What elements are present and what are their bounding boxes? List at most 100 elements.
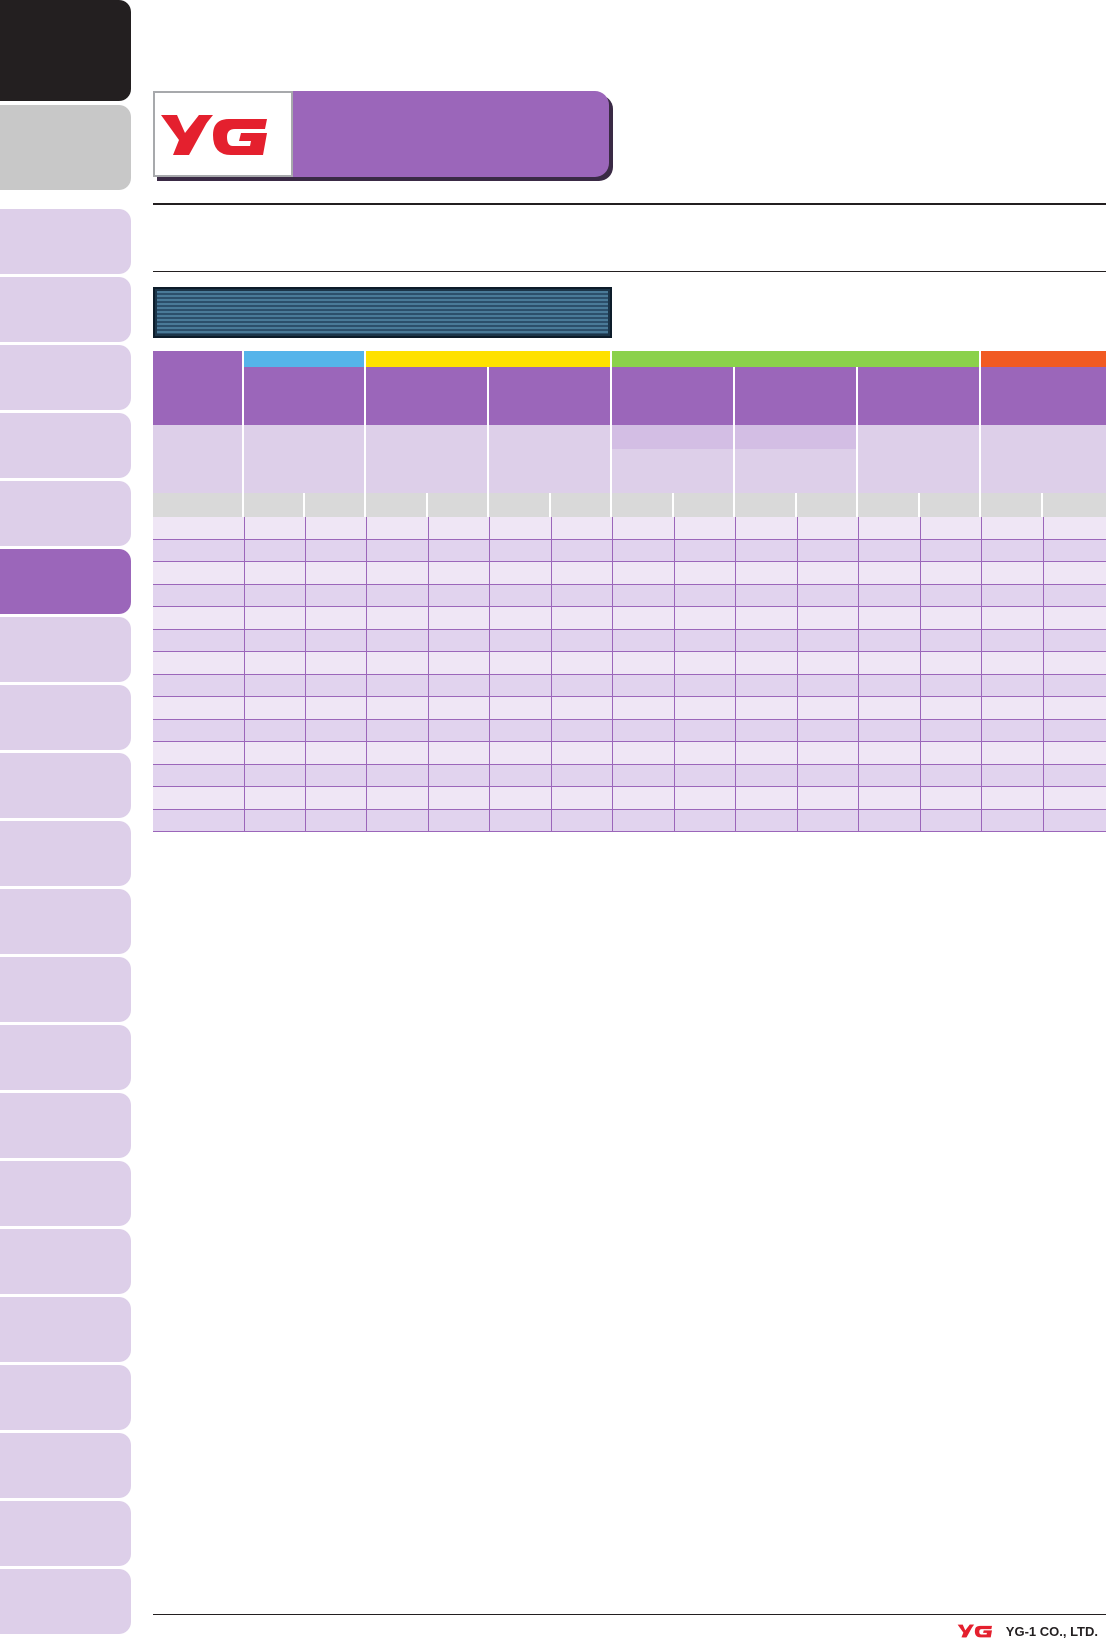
table-column-divider [1043,517,1044,832]
sidebar-tab-21[interactable] [0,1433,131,1498]
table-row-divider [153,673,1106,675]
material-subrow-5 [735,425,858,449]
table-row-divider [153,718,1106,720]
table-row-divider [153,786,1106,787]
table-row [153,607,1106,630]
table-row-divider [153,831,1106,832]
sidebar-tab-17[interactable] [0,1161,131,1226]
table-column-divider [305,517,306,832]
footer-rule [153,1614,1106,1615]
section-title-bar [153,287,612,338]
sidebar-tab-15[interactable] [0,1025,131,1090]
material-example-2 [366,449,489,493]
table-row [153,584,1106,607]
material-header-5 [735,367,858,425]
sidebar-tab-18[interactable] [0,1229,131,1294]
sidebar-tab-10[interactable] [0,685,131,750]
table-column-divider [244,517,245,832]
sidebar-tab-1[interactable] [0,0,131,101]
unit-cell [428,493,489,517]
material-example-3 [489,449,612,493]
table-row-divider [153,561,1106,562]
sidebar-tab-5[interactable] [0,345,131,410]
material-subrow-3 [489,425,612,449]
material-group-bar-orange [981,351,1106,367]
sidebar-tab-22[interactable] [0,1501,131,1566]
unit-cell [981,493,1043,517]
material-subrow-2 [366,425,489,449]
table-row [153,742,1106,765]
table-row-label-cell [153,449,244,493]
table-row [153,652,1106,675]
sidebar-tab-6[interactable] [0,413,131,478]
company-name: YG-1 CO., LTD. [1005,1623,1098,1639]
sidebar-tab-3[interactable] [0,209,131,274]
sidebar-tab-11[interactable] [0,753,131,818]
sidebar-tab-7[interactable] [0,481,131,546]
yg-footer-logo-icon [957,1624,992,1638]
unit-cell [858,493,920,517]
sidebar-tab-4[interactable] [0,277,131,342]
unit-cell [1043,493,1106,517]
table-row [153,764,1106,787]
table-corner-header [153,351,244,425]
material-header-3 [489,367,612,425]
table-row [153,697,1106,720]
sidebar-tab-9[interactable] [0,617,131,682]
table-column-divider [428,517,429,832]
material-example-7 [981,449,1106,493]
table-column-divider [674,517,675,832]
material-example-6 [858,449,981,493]
sidebar-tab-2[interactable] [0,105,131,190]
sidebar-tab-14[interactable] [0,957,131,1022]
material-header-7 [981,367,1106,425]
unit-cell [366,493,428,517]
material-subrow-7 [981,425,1106,449]
table-row-divider [153,538,1106,540]
table-row [153,517,1106,540]
material-header-1 [244,367,366,425]
sidebar-tab-12[interactable] [0,821,131,886]
table-row-divider [153,741,1106,742]
table-column-divider [858,517,859,832]
material-header-2 [366,367,489,425]
material-group-bar-yellow [366,351,612,367]
sidebar-tab-16[interactable] [0,1093,131,1158]
table-row-divider [153,808,1106,810]
table-row [153,674,1106,697]
unit-cell [489,493,551,517]
material-example-4 [612,449,735,493]
table-row-divider [153,606,1106,607]
header-rule [153,203,1106,205]
footer: YG-1 CO., LTD. [956,1623,1098,1639]
table-row-label-cell [153,425,244,449]
table-column-divider [981,517,982,832]
material-example-5 [735,449,858,493]
material-group-bar-blue [244,351,366,367]
material-subrow-4 [612,425,735,449]
unit-cell [244,493,305,517]
table-row [153,562,1106,585]
unit-cell [612,493,674,517]
sidebar-tab-8-active[interactable] [0,549,131,614]
unit-cell [797,493,858,517]
material-subrow-6 [858,425,981,449]
sidebar-tab-13[interactable] [0,889,131,954]
sidebar-tab-20[interactable] [0,1365,131,1430]
table-row [153,787,1106,810]
material-group-bar-green [612,351,981,367]
table-row [153,719,1106,742]
table-column-divider [797,517,798,832]
table-row [153,809,1106,832]
sidebar-tab-23[interactable] [0,1569,131,1634]
sidebar-tab-19[interactable] [0,1297,131,1362]
material-subrow-1 [244,425,366,449]
table-row-divider [153,628,1106,630]
material-example-1 [244,449,366,493]
yg-logo-icon [161,115,267,155]
unit-cell [920,493,981,517]
brand-logo [153,91,293,177]
unit-cell [551,493,612,517]
table-row-divider [153,696,1106,697]
table-column-divider [489,517,490,832]
